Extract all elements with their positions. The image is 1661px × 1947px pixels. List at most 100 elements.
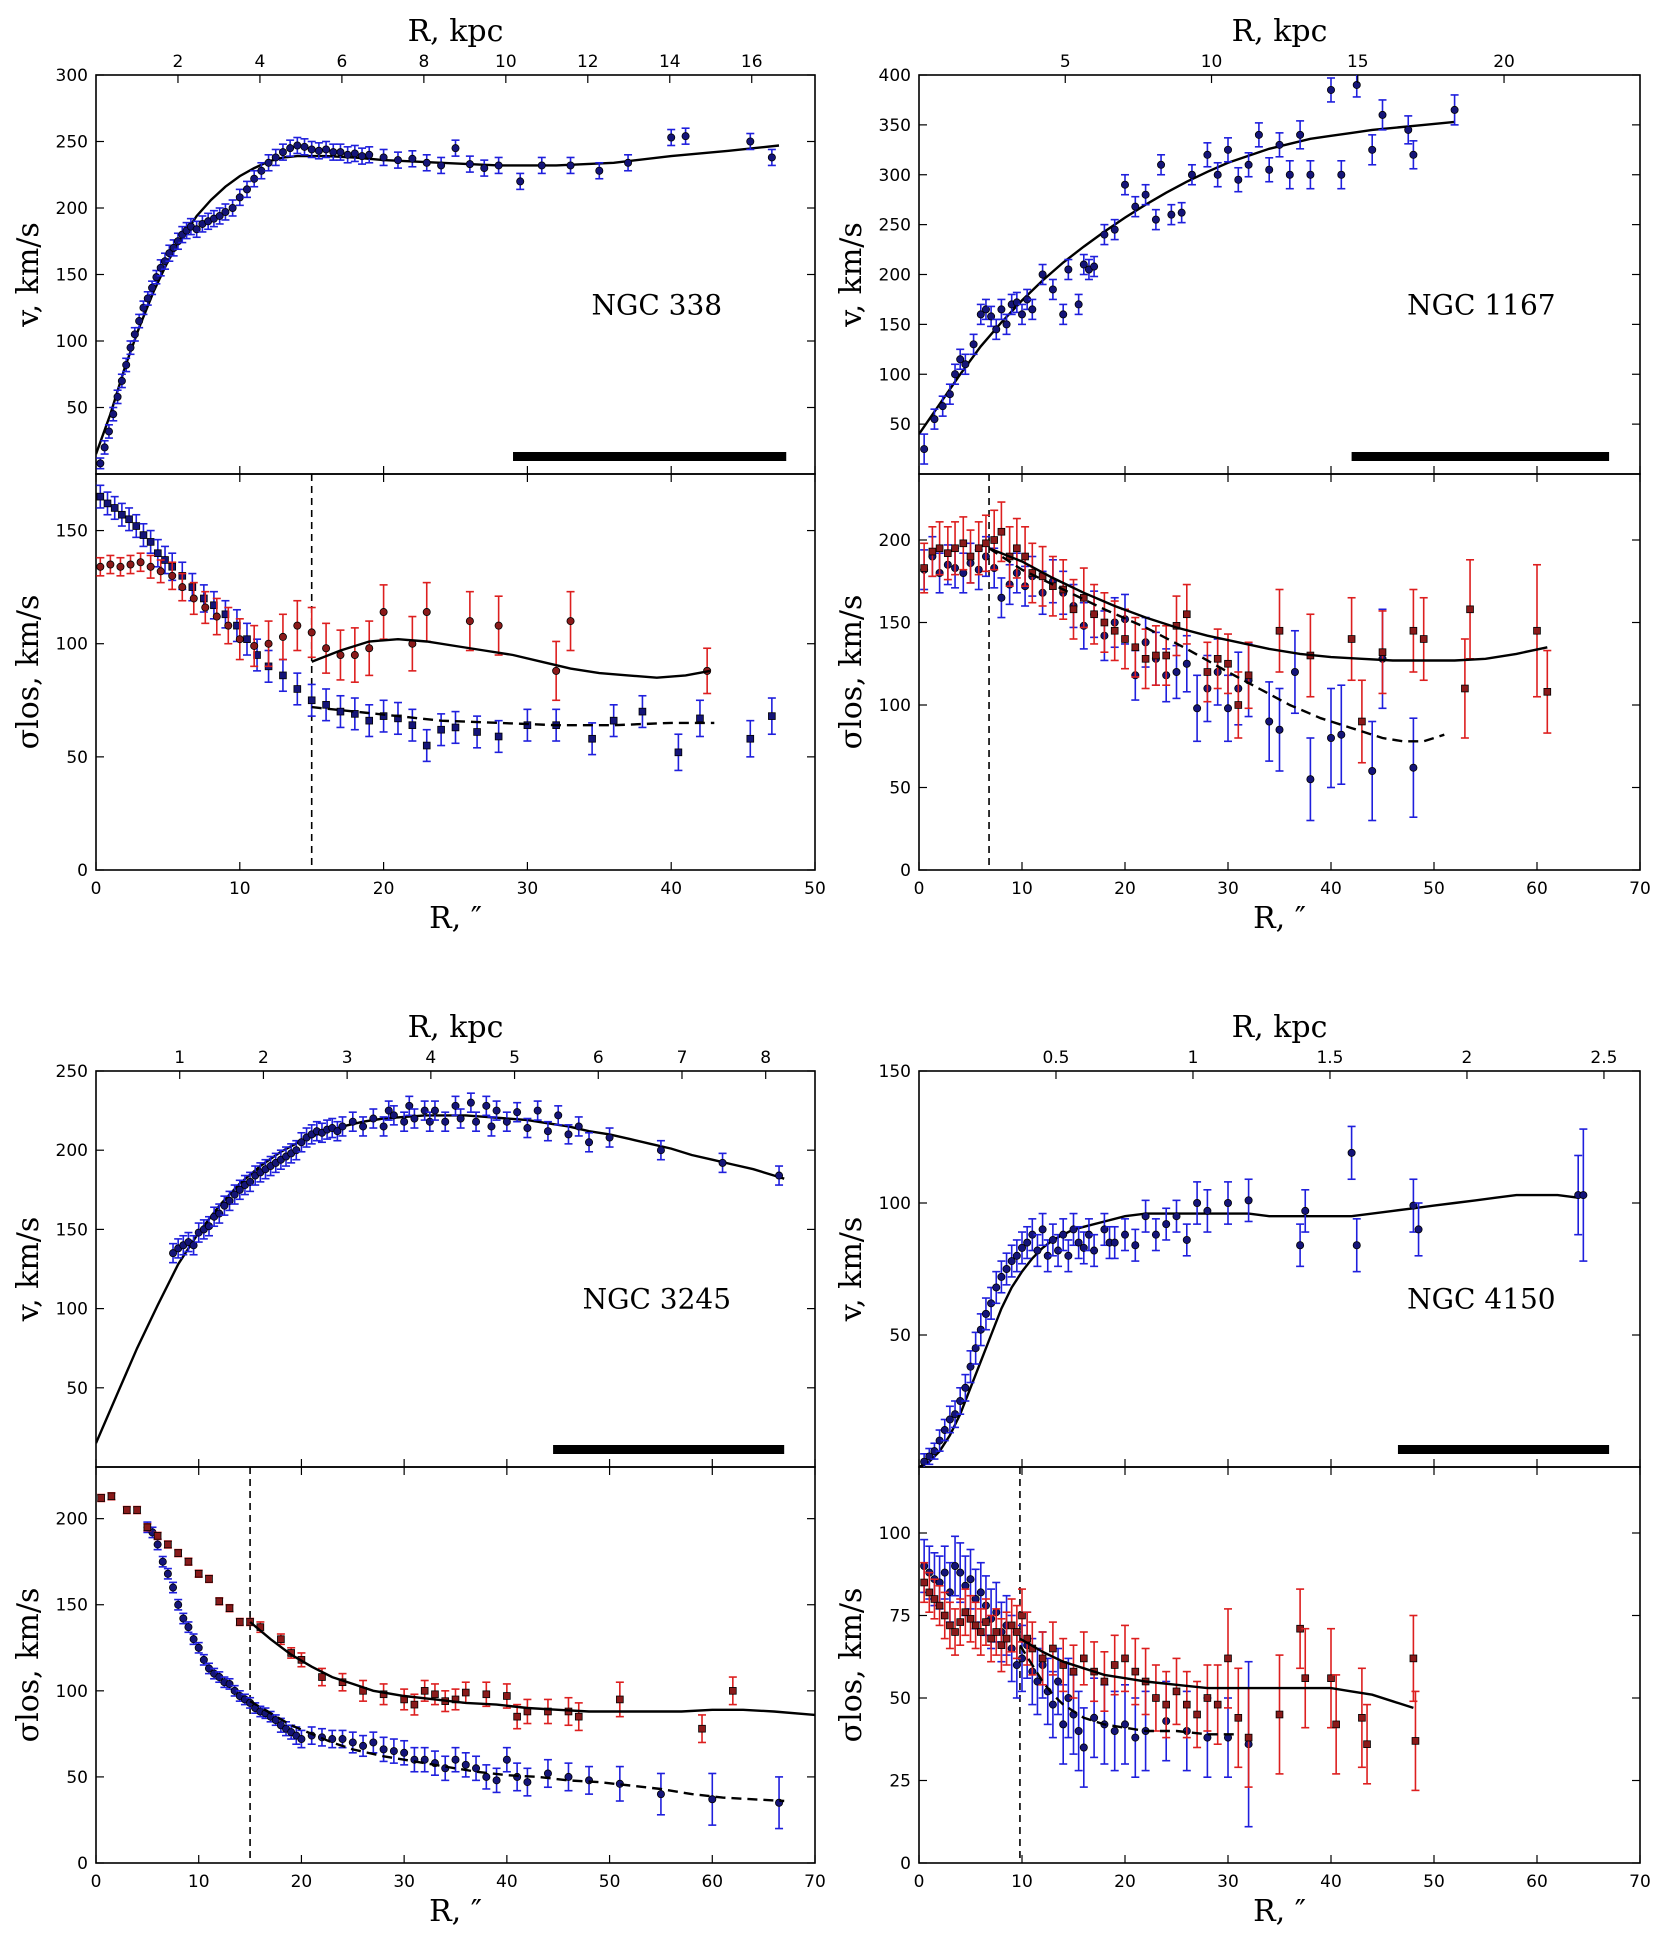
dispersion-point-blue bbox=[1368, 767, 1377, 776]
dispersion-point-blue bbox=[437, 725, 445, 734]
velocity-point bbox=[297, 1138, 306, 1147]
dispersion-point-blue bbox=[768, 712, 776, 720]
velocity-point bbox=[1157, 160, 1166, 169]
dispersion-point-blue bbox=[389, 1747, 398, 1756]
velocity-point bbox=[1224, 1199, 1233, 1208]
dispersion-point-red bbox=[1021, 552, 1029, 561]
dispersion-model-dashed bbox=[249, 1700, 785, 1803]
velocity-point bbox=[1404, 125, 1413, 134]
velocity-point bbox=[492, 1106, 501, 1115]
dispersion-point-blue bbox=[609, 716, 618, 725]
dispersion-plot-frame bbox=[918, 1466, 1641, 1864]
velocity-axis-label: v, km/s bbox=[834, 1217, 869, 1323]
dispersion-point-blue bbox=[696, 714, 704, 723]
dispersion-axis-label: σlos, km/s bbox=[834, 1588, 869, 1743]
velocity-point bbox=[1296, 1241, 1305, 1250]
top-axis-label: R, kpc bbox=[1232, 14, 1328, 49]
velocity-point bbox=[1002, 320, 1011, 329]
dispersion-point-red bbox=[1110, 1661, 1119, 1669]
y-tick-label: 300 bbox=[56, 66, 88, 86]
dispersion-point-blue bbox=[1265, 717, 1274, 726]
dispersion-point-blue bbox=[132, 522, 141, 530]
velocity-point bbox=[156, 263, 165, 272]
dispersion-point-blue bbox=[243, 635, 251, 643]
velocity-point bbox=[1296, 130, 1305, 139]
x-tick-label: 50 bbox=[599, 1872, 621, 1892]
dispersion-point-blue bbox=[158, 1557, 167, 1566]
dispersion-point-red bbox=[116, 562, 125, 571]
dispersion-point-red bbox=[264, 639, 273, 648]
top-axis-label: R, kpc bbox=[1232, 1010, 1328, 1045]
dispersion-point-red bbox=[566, 617, 575, 626]
y-tick-label: 350 bbox=[879, 116, 911, 136]
dispersion-point-red bbox=[212, 612, 221, 621]
velocity-point bbox=[365, 150, 374, 159]
dispersion-point-blue bbox=[179, 1614, 188, 1623]
dispersion-point-red bbox=[935, 1601, 944, 1610]
dispersion-point-red bbox=[1363, 1740, 1371, 1749]
dispersion-point-blue bbox=[189, 1635, 198, 1644]
dispersion-point-red bbox=[1234, 1714, 1243, 1722]
velocity-point bbox=[307, 145, 316, 154]
dispersion-point-blue bbox=[1074, 1727, 1083, 1736]
dispersion-point-red bbox=[935, 544, 944, 553]
velocity-point bbox=[1347, 1148, 1356, 1157]
y-tick-label: 100 bbox=[56, 1300, 88, 1320]
velocity-point bbox=[981, 1309, 990, 1318]
dispersion-point-blue bbox=[96, 492, 105, 501]
velocity-point bbox=[1172, 1212, 1181, 1221]
velocity-point bbox=[1079, 260, 1088, 269]
dispersion-point-blue bbox=[365, 716, 374, 725]
x-tick-label: 30 bbox=[517, 879, 539, 899]
dispersion-point-red bbox=[1275, 626, 1284, 635]
x-tick-label: 30 bbox=[1217, 879, 1239, 899]
dispersion-point-red bbox=[930, 1595, 939, 1603]
dispersion-point-red bbox=[1409, 1654, 1418, 1663]
x-tick-label: 10 bbox=[188, 1872, 210, 1892]
kpc-tick-label: 0.5 bbox=[1042, 1048, 1069, 1068]
galaxy-name-label: NGC 1167 bbox=[1407, 288, 1555, 321]
dispersion-point-red bbox=[1152, 651, 1160, 660]
velocity-point bbox=[152, 273, 161, 282]
dispersion-point-blue bbox=[502, 1755, 511, 1764]
dispersion-point-blue bbox=[422, 741, 431, 750]
dispersion-point-red bbox=[1038, 1654, 1047, 1663]
velocity-point bbox=[1244, 160, 1253, 169]
dispersion-point-blue bbox=[154, 549, 162, 557]
velocity-point bbox=[992, 325, 1001, 334]
dispersion-model-solid bbox=[249, 1621, 815, 1717]
dispersion-point-red bbox=[1213, 1700, 1222, 1709]
dispersion-point-blue bbox=[656, 1790, 665, 1799]
dispersion-point-red bbox=[133, 1506, 141, 1514]
dispersion-point-red bbox=[136, 558, 145, 567]
dispersion-point-red bbox=[966, 1615, 975, 1623]
velocity-point bbox=[1414, 1225, 1423, 1234]
dispersion-model-solid bbox=[311, 637, 711, 679]
velocity-point bbox=[466, 1098, 475, 1107]
dispersion-point-red bbox=[465, 617, 474, 626]
velocity-point bbox=[1018, 310, 1027, 319]
y-tick-label: 0 bbox=[900, 861, 911, 881]
dispersion-point-blue bbox=[408, 721, 417, 729]
velocity-point bbox=[1090, 262, 1099, 271]
velocity-point bbox=[379, 153, 388, 162]
dispersion-point-red bbox=[420, 1687, 429, 1695]
velocity-point bbox=[420, 1106, 429, 1115]
dispersion-point-blue bbox=[400, 1748, 409, 1757]
dispersion-point-blue bbox=[1275, 725, 1284, 734]
y-tick-label: 400 bbox=[879, 66, 911, 86]
dispersion-point-red bbox=[1332, 1720, 1340, 1729]
y-tick-label: 150 bbox=[56, 1596, 88, 1616]
dispersion-point-red bbox=[1409, 626, 1418, 635]
x-tick-label: 30 bbox=[393, 1872, 415, 1892]
bottom-axis-label: R, ″ bbox=[429, 901, 482, 936]
dispersion-point-red bbox=[574, 1712, 583, 1721]
x-tick-label: 70 bbox=[804, 1872, 826, 1892]
velocity-point bbox=[1234, 175, 1243, 184]
dispersion-point-red bbox=[1013, 544, 1021, 553]
y-tick-label: 100 bbox=[879, 1524, 911, 1544]
velocity-point bbox=[1018, 1243, 1027, 1252]
dispersion-point-red bbox=[925, 1588, 934, 1597]
velocity-point bbox=[574, 1122, 583, 1131]
